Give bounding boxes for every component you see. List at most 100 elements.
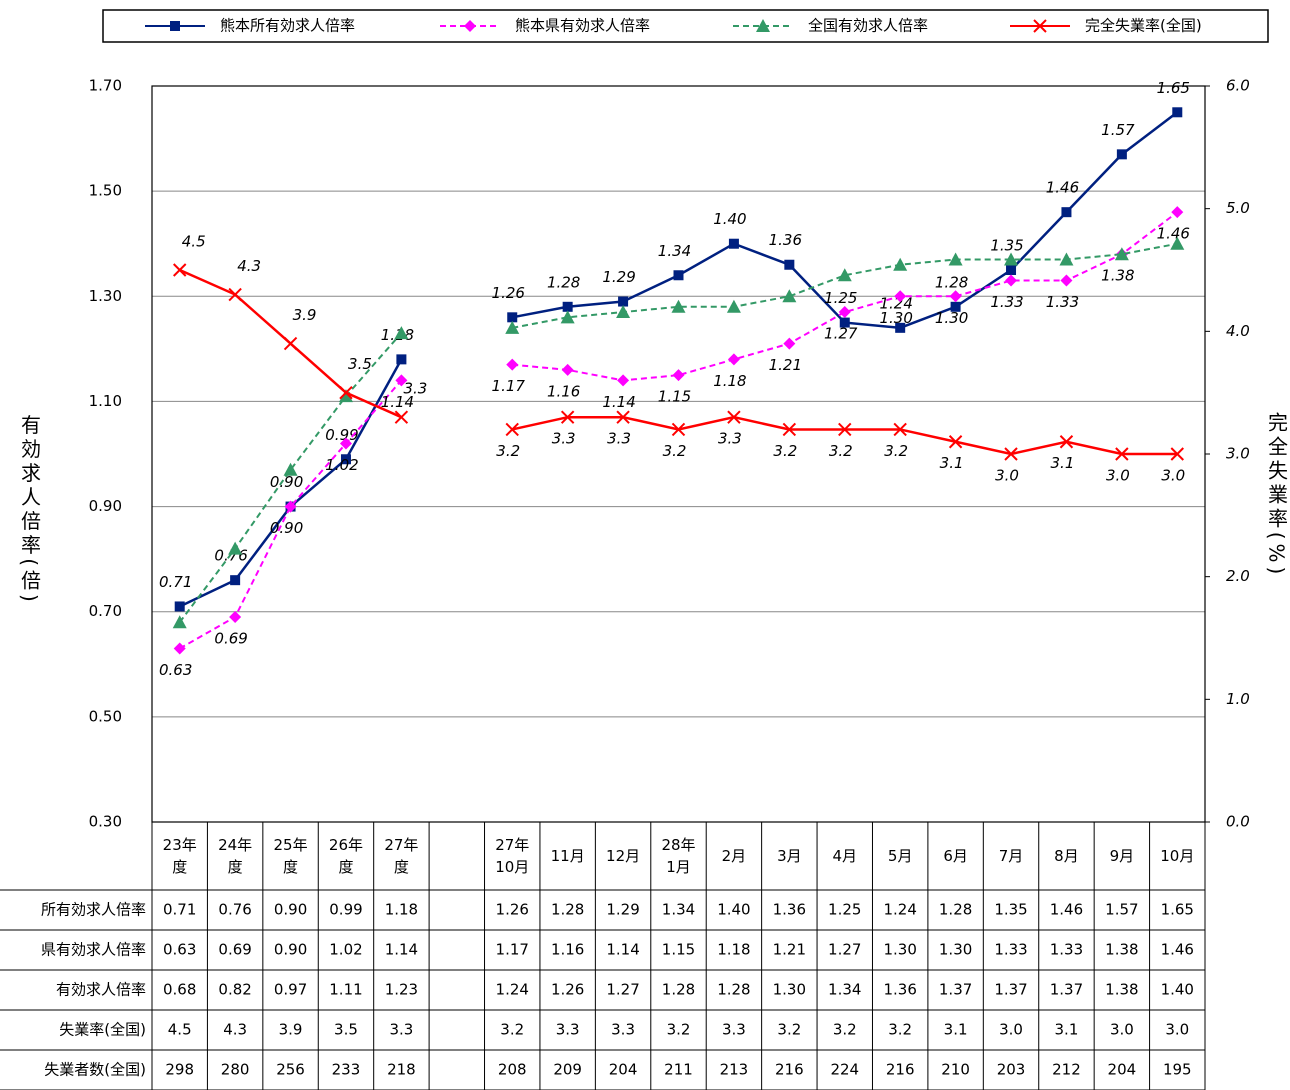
table-cell: 216 xyxy=(886,1061,915,1079)
marker xyxy=(782,289,797,303)
y-tick-label: 1.30 xyxy=(89,287,122,305)
data-label: 3.0 xyxy=(995,467,1019,485)
data-label: 1.30 xyxy=(879,309,912,327)
table-cell: 0.82 xyxy=(218,981,251,999)
table-cell: 3.0 xyxy=(999,1021,1023,1039)
table-cell: 256 xyxy=(276,1061,305,1079)
table-cell: 1.38 xyxy=(1105,981,1138,999)
data-label: 1.26 xyxy=(492,284,525,302)
data-label: 1.18 xyxy=(713,372,746,390)
x-tick-label: 26年度 xyxy=(329,836,363,876)
table-cell: 3.9 xyxy=(279,1021,303,1039)
x-tick-label: 25年度 xyxy=(274,836,308,876)
table-cell: 216 xyxy=(775,1061,804,1079)
table-cell: 1.28 xyxy=(662,981,695,999)
table-cell: 1.14 xyxy=(606,941,639,959)
marker xyxy=(673,270,684,281)
legend-label: 完全失業率(全国) xyxy=(1085,17,1202,35)
data-label: 1.40 xyxy=(713,210,746,228)
table-cell: 1.30 xyxy=(773,981,806,999)
table-cell: 218 xyxy=(387,1061,416,1079)
table-cell: 1.37 xyxy=(1050,981,1083,999)
table-cell: 1.23 xyxy=(385,981,418,999)
data-label: 1.16 xyxy=(547,382,580,400)
table-cell: 1.27 xyxy=(828,941,861,959)
x-tick-label: 24年度 xyxy=(218,836,252,876)
y-tick-label: 1.70 xyxy=(89,77,122,95)
data-label: 0.90 xyxy=(270,519,303,537)
marker xyxy=(672,369,685,382)
marker xyxy=(893,422,907,437)
x-tick-label: 2月 xyxy=(722,847,747,865)
data-label: 4.3 xyxy=(237,257,261,275)
table-cell: 1.11 xyxy=(329,981,362,999)
y2-tick-label: 0.0 xyxy=(1226,813,1250,831)
marker xyxy=(839,317,850,328)
table-cell: 280 xyxy=(221,1061,250,1079)
table-cell: 1.30 xyxy=(939,941,972,959)
legend-marker xyxy=(1033,19,1047,33)
data-label: 3.1 xyxy=(940,454,964,472)
marker xyxy=(1004,447,1018,461)
marker xyxy=(229,610,242,623)
marker xyxy=(726,299,741,313)
data-label: 1.28 xyxy=(935,273,968,291)
marker xyxy=(560,410,575,424)
y-tick-label: 0.30 xyxy=(89,813,122,831)
marker xyxy=(616,305,631,319)
table-cell: 1.24 xyxy=(496,981,529,999)
data-label: 3.3 xyxy=(552,430,576,448)
table-cell: 0.97 xyxy=(274,981,307,999)
marker xyxy=(283,462,298,476)
marker xyxy=(228,287,242,302)
marker xyxy=(173,263,187,277)
data-label: 1.25 xyxy=(824,289,857,307)
marker xyxy=(948,252,963,266)
data-label: 1.21 xyxy=(769,356,802,374)
marker xyxy=(1005,274,1018,287)
table-cell: 204 xyxy=(1108,1061,1137,1079)
marker xyxy=(562,301,573,312)
table-cell: 212 xyxy=(1052,1061,1081,1079)
marker xyxy=(616,410,630,424)
plot-border xyxy=(151,85,1206,823)
data-label: 3.3 xyxy=(718,430,742,448)
table-cell: 1.37 xyxy=(939,981,972,999)
table-cell: 203 xyxy=(997,1061,1026,1079)
table-cell: 1.40 xyxy=(717,901,750,919)
marker xyxy=(1059,252,1074,266)
marker xyxy=(394,326,409,340)
y-tick-label: 0.90 xyxy=(89,497,122,515)
table-cell: 3.1 xyxy=(944,1021,968,1039)
legend-box xyxy=(102,9,1269,43)
legend-marker xyxy=(170,21,180,31)
marker xyxy=(505,320,520,334)
marker xyxy=(507,312,518,323)
data-label: 3.1 xyxy=(1051,454,1075,472)
data-label: 1.36 xyxy=(769,231,802,249)
marker xyxy=(838,422,852,437)
y-tick-label: 1.10 xyxy=(89,392,122,410)
table-cell: 3.2 xyxy=(667,1021,691,1039)
marker xyxy=(1006,265,1017,275)
table-cell: 3.3 xyxy=(389,1021,413,1039)
marker xyxy=(727,410,741,424)
x-tick-label: 5月 xyxy=(888,847,913,865)
legend-label: 熊本県有効求人倍率 xyxy=(515,17,650,35)
x-tick-label: 27年度 xyxy=(384,836,418,876)
marker xyxy=(671,299,686,313)
table-cell: 1.18 xyxy=(717,941,750,959)
table-cell: 0.90 xyxy=(274,941,307,959)
data-label: 1.17 xyxy=(492,377,526,395)
table-cell: 1.17 xyxy=(496,941,529,959)
marker xyxy=(339,385,353,400)
table-cell: 1.25 xyxy=(828,901,861,919)
marker xyxy=(894,290,907,303)
table-cell: 1.37 xyxy=(994,981,1027,999)
marker xyxy=(950,301,961,312)
table-cell: 1.40 xyxy=(1161,981,1194,999)
marker xyxy=(782,422,797,437)
table-cell: 3.5 xyxy=(334,1021,358,1039)
marker xyxy=(284,500,297,513)
